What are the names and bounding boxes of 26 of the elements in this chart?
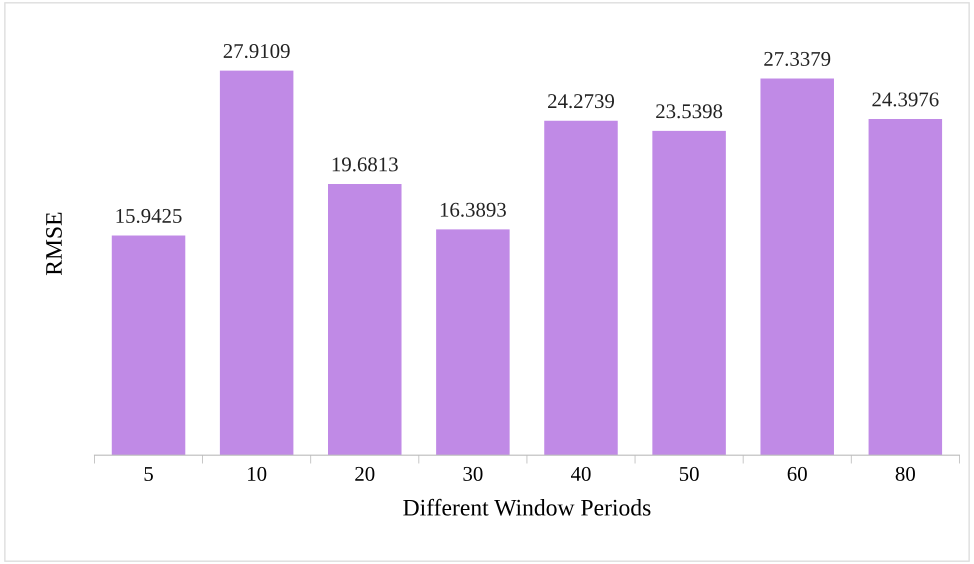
data-label: 24.3976 <box>872 92 939 107</box>
data-label: 16.3893 <box>440 202 506 217</box>
bar <box>220 70 294 456</box>
y-axis-title: RMSE <box>46 212 62 276</box>
bar <box>760 78 834 456</box>
data-label: 19.6813 <box>332 157 398 172</box>
x-tick-label: 60 <box>788 466 807 481</box>
data-label: 27.3379 <box>764 52 830 66</box>
x-tick-label: 30 <box>463 466 482 481</box>
x-axis-title: Different Window Periods <box>403 498 650 516</box>
data-label: 23.5398 <box>656 104 722 118</box>
data-label: 24.2739 <box>548 94 614 108</box>
data-label: 27.9109 <box>224 44 290 58</box>
bar <box>112 236 186 456</box>
data-label: 15.9425 <box>116 208 182 224</box>
x-tick-label: 80 <box>896 466 915 481</box>
bar <box>328 184 402 456</box>
bar <box>652 130 726 456</box>
x-tick-label: 5 <box>144 467 153 481</box>
bar <box>436 229 510 456</box>
bar <box>868 119 942 456</box>
x-tick-label: 20 <box>355 466 374 481</box>
x-tick-label: 50 <box>680 466 699 481</box>
bar <box>544 120 618 456</box>
x-tick-label: 40 <box>570 466 591 481</box>
x-tick-label: 10 <box>248 466 266 481</box>
